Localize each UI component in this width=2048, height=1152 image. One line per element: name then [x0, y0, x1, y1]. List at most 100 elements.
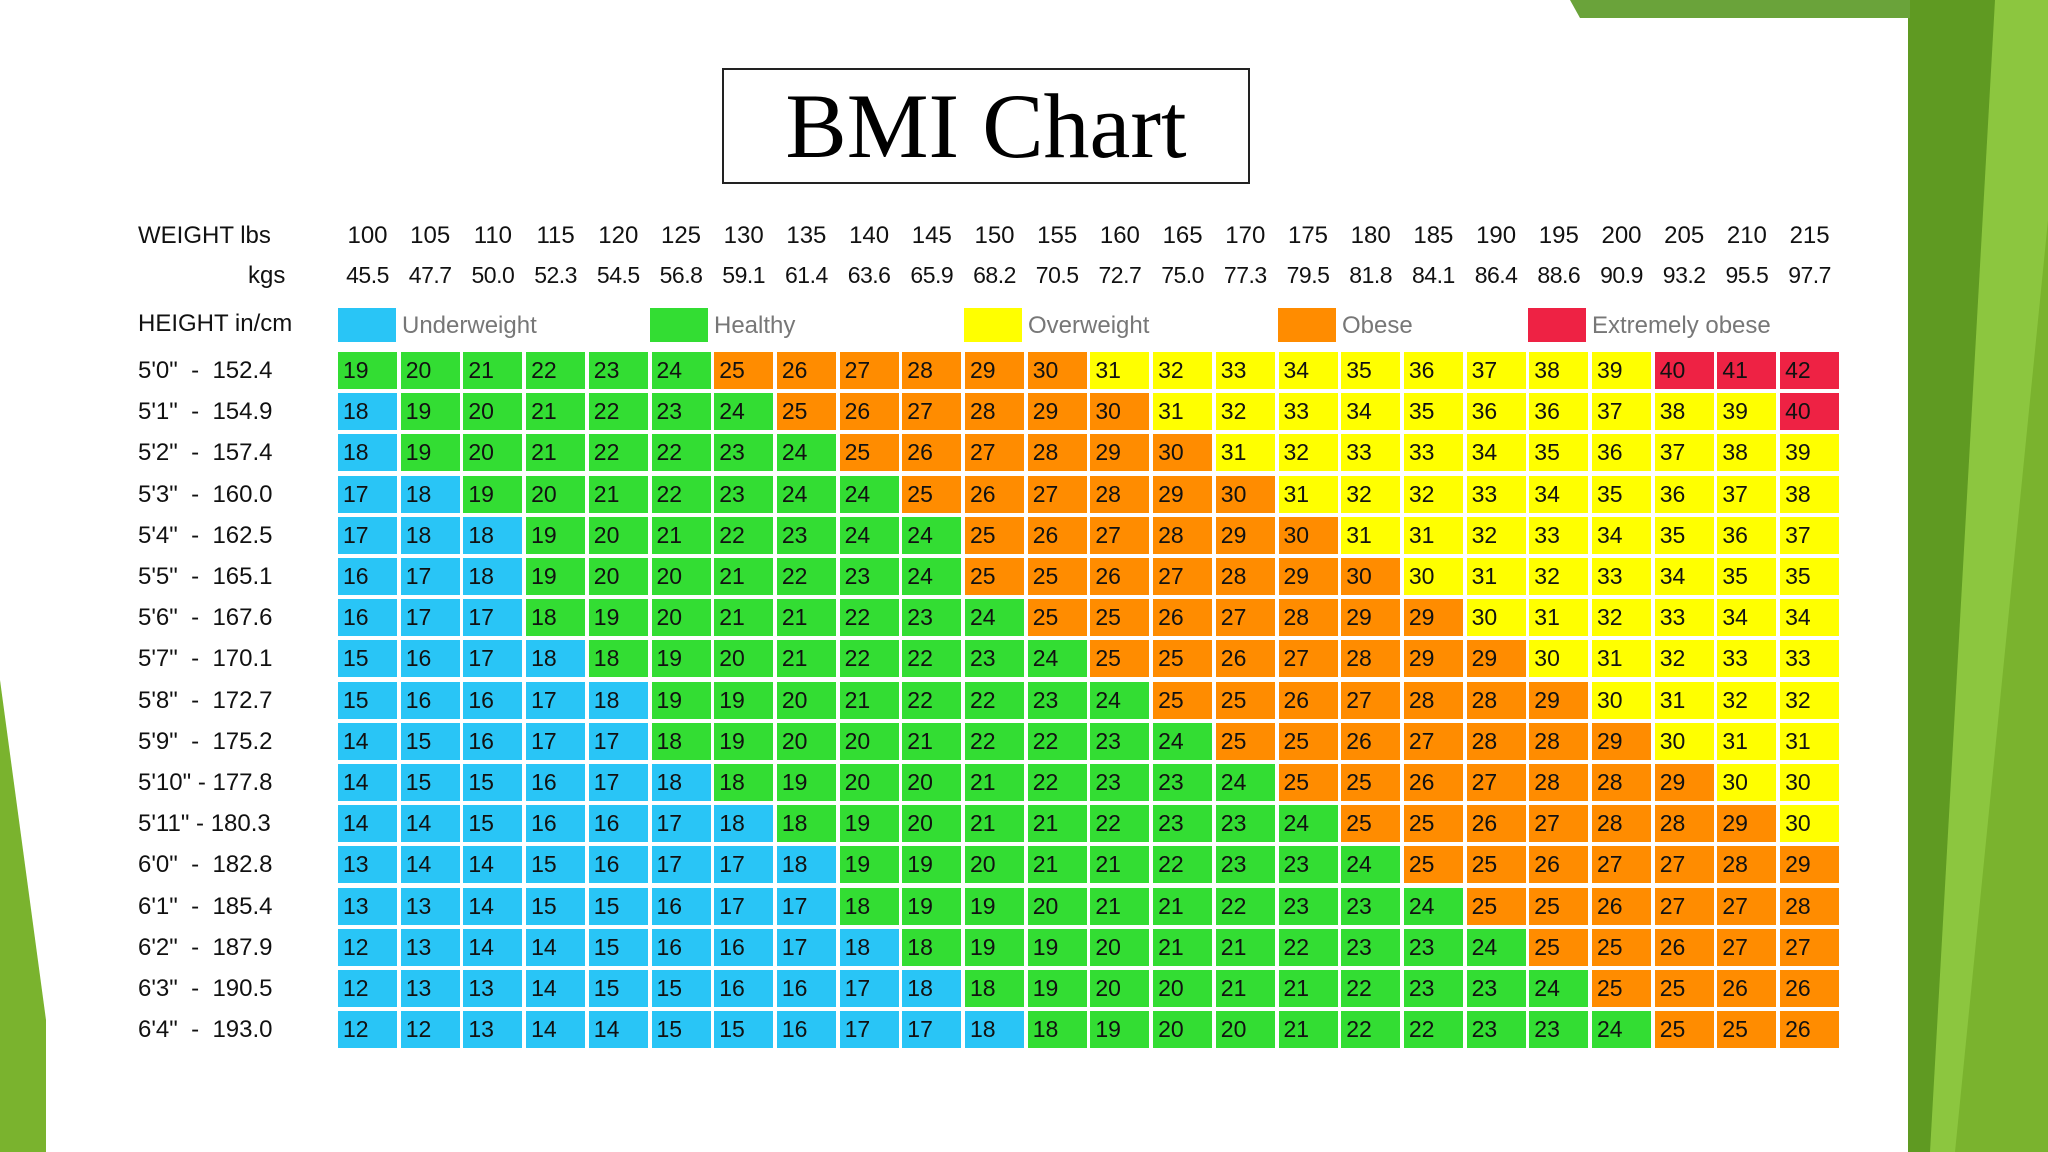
bmi-cell: 23: [651, 393, 711, 431]
bmi-cell: 27: [1027, 475, 1087, 513]
bmi-cell: 33: [1717, 640, 1777, 678]
height-label: 5'8" - 172.7: [138, 686, 273, 714]
bmi-cell: 39: [1717, 393, 1777, 431]
bmi-cell: 17: [776, 928, 836, 966]
bmi-cell: 20: [1027, 887, 1087, 925]
weight-kgs-label: 72.7: [1098, 262, 1142, 288]
bmi-cell: 25: [1466, 846, 1526, 884]
weight-lbs-label: 130: [723, 222, 764, 249]
weight-kgs-label: 45.5: [346, 262, 389, 288]
bmi-cell: 20: [902, 805, 962, 843]
chart-title: BMI Chart: [785, 75, 1187, 177]
bmi-cell: 22: [1278, 928, 1338, 966]
bmi-cell: 28: [1466, 681, 1526, 719]
bmi-cell: 32: [1780, 681, 1840, 719]
bmi-cell: 17: [400, 558, 460, 595]
bmi-cell: 28: [1529, 722, 1589, 760]
bmi-cell: 20: [463, 434, 523, 472]
bmi-cell: 35: [1780, 558, 1840, 595]
legend-swatch-overweight: [964, 308, 1022, 342]
bmi-cell: 24: [776, 434, 836, 472]
green-stripe-dark: [1890, 0, 1995, 1152]
bmi-cell: 21: [588, 475, 648, 513]
bmi-cell: 18: [965, 970, 1024, 1007]
bmi-cell: 34: [1654, 558, 1714, 595]
bmi-cell: 23: [1215, 846, 1275, 884]
bmi-cell: 24: [714, 393, 774, 431]
bmi-cell: 19: [526, 516, 586, 554]
weight-kgs-label: 90.9: [1600, 262, 1643, 288]
bmi-cell: 17: [400, 599, 460, 637]
bmi-cell: 33: [1278, 393, 1338, 431]
bmi-cell: 23: [1341, 887, 1401, 925]
bmi-cell: 22: [902, 681, 962, 719]
bmi-cell: 27: [1341, 681, 1401, 719]
bmi-cell: 26: [1215, 640, 1275, 678]
bmi-cell: 23: [1278, 846, 1338, 884]
weight-kgs-label: 56.8: [659, 262, 703, 288]
bmi-cell: 21: [1278, 1011, 1338, 1049]
bmi-cell: 19: [651, 640, 711, 678]
bmi-cell: 25: [1592, 970, 1651, 1007]
weight-lbs-label: 160: [1099, 222, 1140, 249]
bmi-cell: 22: [1153, 846, 1213, 884]
weight-kgs-label: 54.5: [596, 262, 640, 288]
bmi-cell: 15: [588, 887, 648, 925]
bmi-cell: 17: [463, 599, 523, 637]
bmi-cell: 17: [714, 887, 774, 925]
bmi-cell: 35: [1403, 393, 1463, 431]
bmi-cell: 18: [776, 805, 836, 843]
weight-lbs-label: 195: [1538, 222, 1579, 249]
bmi-cell: 31: [1090, 352, 1150, 389]
bmi-cell: 28: [1153, 516, 1213, 554]
bmi-cell: 24: [1027, 640, 1087, 678]
bmi-cell: 32: [1592, 599, 1651, 637]
legend-swatch-underweight: [338, 308, 396, 342]
bmi-cell: 27: [1090, 516, 1150, 554]
bmi-cell: 33: [1592, 558, 1651, 595]
bmi-cell: 22: [839, 599, 899, 637]
bmi-cell: 31: [1403, 516, 1463, 554]
bmi-cell: 28: [1278, 599, 1338, 637]
bmi-cell: 27: [1654, 887, 1714, 925]
bmi-cell: 14: [526, 1011, 586, 1049]
bmi-cell: 17: [526, 681, 586, 719]
bmi-cell: 34: [1529, 475, 1589, 513]
weight-kgs-label: 86.4: [1474, 262, 1518, 288]
bmi-cell: 25: [1153, 640, 1213, 678]
bmi-cell: 17: [651, 846, 711, 884]
bmi-cell: 27: [902, 393, 962, 431]
bmi-cell: 18: [463, 558, 523, 595]
bmi-cell: 21: [902, 722, 962, 760]
legend-label: Healthy: [714, 312, 796, 339]
bmi-cell: 23: [965, 640, 1024, 678]
bmi-cell: 37: [1466, 352, 1526, 389]
bmi-cell: 16: [714, 970, 774, 1007]
bmi-cell: 35: [1592, 475, 1651, 513]
bmi-cell: 21: [463, 352, 523, 389]
bmi-cell: 26: [1592, 887, 1651, 925]
bmi-cell: 33: [1403, 434, 1463, 472]
bmi-cell: 31: [1215, 434, 1275, 472]
bmi-cell: 18: [902, 928, 962, 966]
height-label: 5'3" - 160.0: [138, 480, 273, 508]
bmi-cell: 33: [1780, 640, 1840, 678]
bmi-cell: 16: [526, 805, 586, 843]
legend-swatch-healthy: [650, 308, 708, 342]
bmi-cell: 25: [1278, 764, 1338, 801]
bmi-cell: 25: [1529, 928, 1589, 966]
bmi-cell: 28: [965, 393, 1024, 431]
weight-lbs-label: 110: [473, 222, 513, 249]
bmi-cell: 25: [1215, 681, 1275, 719]
bmi-cell: 16: [338, 558, 397, 595]
bmi-cell: 24: [902, 558, 962, 595]
bmi-cell: 37: [1592, 393, 1651, 431]
bmi-cell: 30: [1278, 516, 1338, 554]
bmi-cell: 38: [1654, 393, 1714, 431]
bmi-cell: 30: [1529, 640, 1589, 678]
bmi-cell: 17: [338, 516, 397, 554]
bmi-cell: 25: [1027, 558, 1087, 595]
bmi-cell: 20: [463, 393, 523, 431]
bmi-cell: 21: [839, 681, 899, 719]
bmi-cell: 42: [1780, 352, 1840, 389]
